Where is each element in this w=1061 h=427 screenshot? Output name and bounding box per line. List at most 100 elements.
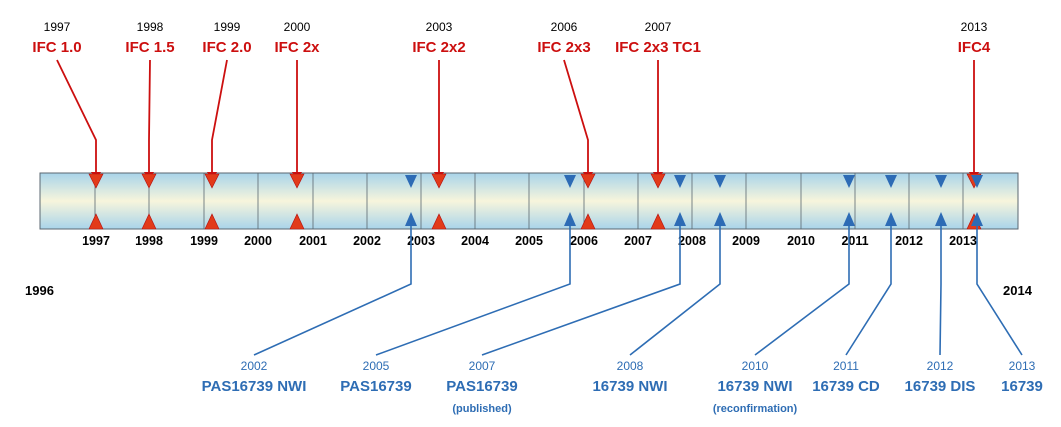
year-tick-label: 2009 <box>732 234 760 248</box>
iso-milestone-name: PAS16739 <box>340 378 411 395</box>
ifc-release-name: IFC4 <box>958 39 991 56</box>
iso-connector <box>845 226 892 356</box>
iso-milestone-name: 16739 <box>1001 378 1043 395</box>
iso-connector <box>253 226 412 356</box>
year-tick-label: 2000 <box>244 234 272 248</box>
iso-marker-bottom <box>971 212 983 226</box>
year-tick-label: 1998 <box>135 234 163 248</box>
year-tick-label: 2008 <box>678 234 706 248</box>
ifc-release-year: 1998 <box>137 20 164 34</box>
ifc-release-year: 2000 <box>284 20 311 34</box>
iso-milestone-year: 2010 <box>742 359 769 373</box>
iso-milestone-note: (reconfirmation) <box>713 403 798 415</box>
ifc-connector <box>211 59 228 174</box>
iso-milestone-name: 16739 NWI <box>717 378 792 395</box>
ifc-release-year: 2003 <box>426 20 453 34</box>
iso-milestone: 2002 PAS16739 NWI <box>202 175 417 395</box>
iso-marker-bottom <box>674 212 686 226</box>
ifc-marker-top <box>289 173 305 189</box>
iso-milestone: 2008 16739 NWI <box>592 175 726 395</box>
ifc-marker-bottom <box>650 213 666 230</box>
ifc-release-year: 2013 <box>961 20 988 34</box>
ifc-marker-bottom <box>204 213 220 230</box>
ifc-connector <box>148 59 151 174</box>
ifc-releases: 1997 IFC 1.0 1998 IFC 1.5 1999 IFC 2.0 2000 IFC… <box>32 20 991 230</box>
year-tick-label: 2001 <box>299 234 327 248</box>
ifc-release: 2000 IFC 2x <box>274 20 320 230</box>
ifc-marker-top <box>141 173 157 189</box>
ifc-release-name: IFC 1.0 <box>32 39 81 56</box>
iso-connector <box>375 226 571 356</box>
iso-milestone: 2005 PAS16739 <box>340 175 576 395</box>
year-tick-label: 2007 <box>624 234 652 248</box>
iso-milestone-year: 2002 <box>241 359 268 373</box>
iso-marker-bottom <box>405 212 417 226</box>
ifc-marker-top <box>580 173 596 189</box>
iso-connector <box>629 226 721 356</box>
year-tick-labels: 1997 1998 1999 2000 2001 2002 2003 2004 2005 2006… <box>82 234 977 248</box>
iso-marker-bottom <box>564 212 576 226</box>
iso-milestone: 2013 16739 <box>971 175 1043 395</box>
iso-marker-top <box>714 175 726 188</box>
ifc-release: 1998 IFC 1.5 <box>125 20 175 230</box>
iso-milestone-name: 16739 NWI <box>592 378 667 395</box>
iso-marker-top <box>885 175 897 188</box>
iso-milestone: 2012 16739 DIS <box>905 175 976 395</box>
ifc-marker-bottom <box>431 213 447 230</box>
iso-milestone: 2010 16739 NWI (reconfirmation) <box>713 175 855 415</box>
iso-marker-bottom <box>885 212 897 226</box>
ifc-marker-bottom <box>141 213 157 230</box>
iso-connector <box>481 226 681 356</box>
ifc-release: 2013 IFC4 <box>958 20 991 230</box>
ifc-marker-bottom <box>88 213 104 230</box>
iso-marker-top <box>405 175 417 188</box>
range-end-label: 2014 <box>1003 283 1033 298</box>
iso-milestone-note: (published) <box>452 403 512 415</box>
iso-milestone-year: 2012 <box>927 359 954 373</box>
ifc-connector <box>56 59 97 174</box>
year-tick-label: 2003 <box>407 234 435 248</box>
iso-milestone: 2011 16739 CD <box>812 175 897 395</box>
ifc-release-name: IFC 2x3 TC1 <box>615 39 701 56</box>
iso-milestone-year: 2013 <box>1009 359 1036 373</box>
ifc-release-name: IFC 2x2 <box>412 39 465 56</box>
iso-marker-top <box>935 175 947 188</box>
year-tick-label: 2011 <box>841 234 868 248</box>
iso-milestone-year: 2005 <box>363 359 390 373</box>
ifc-release: 2006 IFC 2x3 <box>537 20 596 230</box>
ifc-release-year: 2007 <box>645 20 672 34</box>
iso-milestones: 2002 PAS16739 NWI 2005 PAS16739 2007 PAS16739… <box>202 175 1043 415</box>
iso-milestone-name: 16739 DIS <box>905 378 976 395</box>
ifc-release: 2003 IFC 2x2 <box>412 20 466 230</box>
ifc-marker-bottom <box>289 213 305 230</box>
iso-milestone-year: 2011 <box>833 359 859 373</box>
iso-marker-bottom <box>843 212 855 226</box>
iso-milestone-year: 2008 <box>617 359 644 373</box>
year-tick-label: 1999 <box>190 234 218 248</box>
iso-marker-bottom <box>935 212 947 226</box>
iso-milestone-name: 16739 CD <box>812 378 880 395</box>
iso-milestone-name: PAS16739 NWI <box>202 378 307 395</box>
ifc-release: 1999 IFC 2.0 <box>202 20 252 230</box>
ifc-release-year: 2006 <box>551 20 578 34</box>
year-tick-label: 2013 <box>949 234 977 248</box>
iso-milestone-year: 2007 <box>469 359 496 373</box>
ifc-release-name: IFC 1.5 <box>125 39 174 56</box>
iso-milestone: 2007 PAS16739 (published) <box>446 175 686 415</box>
ifc-release-name: IFC 2x <box>274 39 320 56</box>
iso-marker-top <box>843 175 855 188</box>
iso-marker-top <box>971 175 983 188</box>
year-tick-label: 2002 <box>353 234 381 248</box>
iso-connector <box>939 226 942 356</box>
iso-marker-top <box>674 175 686 188</box>
ifc-marker-top <box>431 173 447 189</box>
ifc-marker-top <box>650 173 666 189</box>
ifc-release: 2007 IFC 2x3 TC1 <box>615 20 701 230</box>
year-tick-label: 1997 <box>82 234 110 248</box>
ifc-release-name: IFC 2x3 <box>537 39 590 56</box>
iso-marker-top <box>564 175 576 188</box>
ifc-release-year: 1999 <box>214 20 241 34</box>
ifc-marker-top <box>204 173 220 189</box>
year-tick-label: 2006 <box>570 234 598 248</box>
